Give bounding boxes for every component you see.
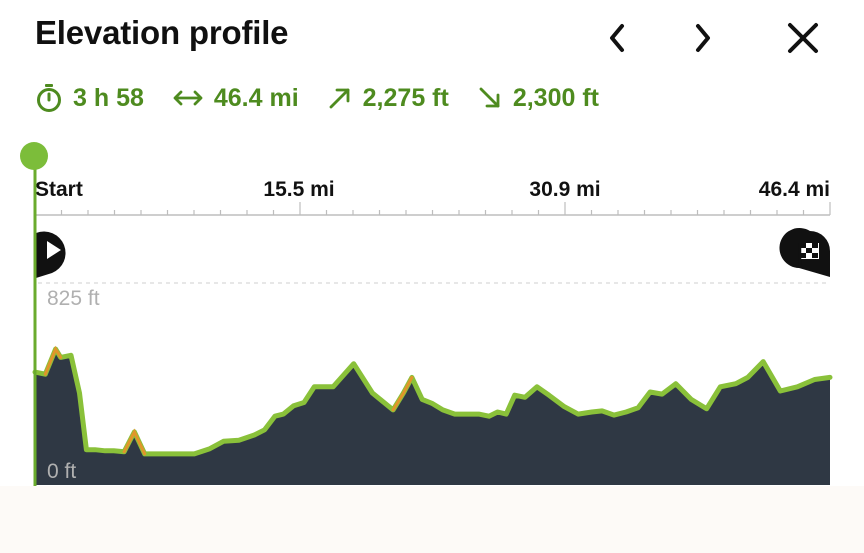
descent-arrow-icon bbox=[479, 87, 500, 108]
chevron-left-icon bbox=[610, 24, 624, 52]
x-tick-label-start: Start bbox=[35, 178, 83, 201]
ascent-value: 2,275 ft bbox=[362, 83, 449, 112]
x-axis-ticks bbox=[34, 202, 831, 215]
descent-value: 2,300 ft bbox=[512, 83, 599, 112]
chevron-right-icon bbox=[696, 24, 710, 52]
elevation-chart-svg[interactable]: Start 15.5 mi 30.9 mi 46.4 mi 825 ft 0 f… bbox=[0, 130, 864, 490]
distance-value: 46.4 mi bbox=[213, 83, 299, 112]
x-tick-label-46-4: 46.4 mi bbox=[759, 178, 830, 201]
distance-stat: 46.4 mi bbox=[172, 84, 299, 113]
finish-marker[interactable] bbox=[779, 228, 830, 277]
page-title: Elevation profile bbox=[35, 14, 289, 51]
y-tick-label-0: 0 ft bbox=[47, 460, 76, 483]
elevation-chart[interactable]: Start 15.5 mi 30.9 mi 46.4 mi 825 ft 0 f… bbox=[0, 130, 864, 490]
steep-segment bbox=[43, 345, 63, 376]
distance-arrows-icon bbox=[173, 90, 203, 106]
duration-value: 3 h 58 bbox=[73, 83, 144, 112]
stats-bar: 3 h 58 46.4 mi 2,275 ft 2,300 ft bbox=[35, 78, 627, 118]
stopwatch-icon bbox=[37, 84, 61, 112]
play-icon bbox=[47, 241, 61, 259]
elevation-area bbox=[35, 349, 830, 485]
next-button[interactable] bbox=[680, 16, 724, 60]
ascent-stat: 2,275 ft bbox=[327, 84, 449, 113]
y-tick-label-825: 825 ft bbox=[47, 287, 100, 310]
previous-button[interactable] bbox=[596, 16, 640, 60]
x-tick-label-15-5: 15.5 mi bbox=[263, 178, 334, 201]
start-marker[interactable] bbox=[36, 231, 66, 278]
close-button[interactable] bbox=[781, 16, 825, 60]
x-tick-label-30-9: 30.9 mi bbox=[529, 178, 600, 201]
bottom-panel bbox=[0, 486, 864, 553]
descent-stat: 2,300 ft bbox=[477, 84, 599, 113]
steep-segment bbox=[122, 428, 147, 456]
duration-stat: 3 h 58 bbox=[35, 83, 144, 113]
steep-segment bbox=[391, 375, 414, 412]
close-icon bbox=[788, 23, 818, 53]
ascent-arrow-icon bbox=[329, 88, 350, 109]
position-cursor-handle[interactable] bbox=[20, 142, 48, 170]
